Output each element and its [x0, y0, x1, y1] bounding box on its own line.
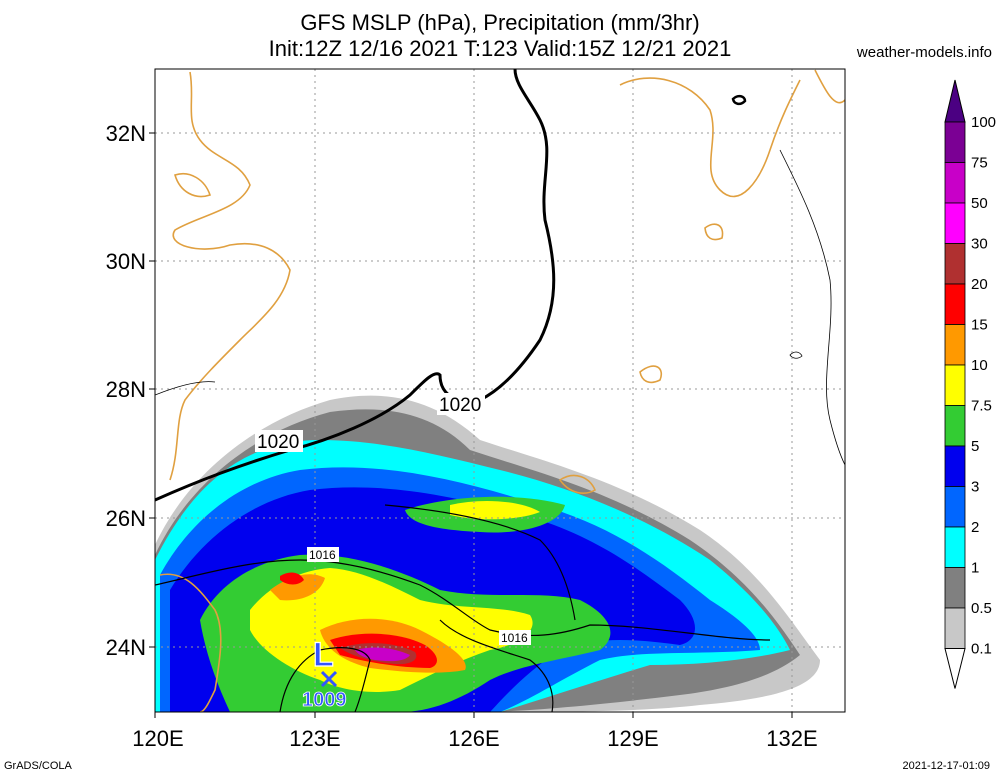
- axis-ticks: [149, 132, 793, 718]
- isobar-label-1016-east: 1016: [501, 631, 528, 645]
- map-area: 1020 1020 1016 1016 L 1009: [155, 69, 845, 712]
- boundaries: [155, 149, 845, 466]
- isobar-1012: [279, 647, 371, 712]
- title-line-1: GFS MSLP (hPa), Precipitation (mm/3hr): [300, 10, 700, 35]
- colorbar-box: [944, 445, 966, 487]
- colorbar-box: [944, 243, 966, 285]
- colorbar-label: 2: [971, 519, 979, 536]
- lat-tick-labels: 32N 30N 28N 26N 24N: [106, 121, 146, 660]
- lon-tick-120e: 120E: [132, 726, 183, 751]
- colorbar-label: 15: [971, 317, 988, 334]
- isobar-label-1020-west: 1020: [257, 432, 299, 453]
- colorbar-box: [944, 567, 966, 609]
- lat-lon-grid: [155, 69, 845, 712]
- isobar-1016: [155, 559, 771, 641]
- coastlines: [159, 69, 845, 712]
- colorbar-box: [944, 283, 966, 325]
- colorbar-label: 10: [971, 357, 988, 374]
- footer-software-credit: GrADS/COLA: [4, 760, 72, 772]
- colorbar-box: [944, 121, 966, 163]
- colorbar: 100 75 50 30 20 15 10 7.5 5 3 2 1 0.5 0.1: [944, 79, 996, 689]
- lat-tick-30n: 30N: [106, 249, 146, 274]
- colorbar-box: [944, 526, 966, 568]
- colorbar-box: [944, 202, 966, 244]
- map-frame: [154, 68, 846, 713]
- colorbar-box: [944, 486, 966, 528]
- precip-shading: [155, 395, 820, 712]
- site-credit: weather-models.info: [856, 44, 992, 61]
- lat-tick-32n: 32N: [106, 121, 146, 146]
- colorbar-label: 0.1: [971, 641, 992, 658]
- colorbar-label: 75: [971, 155, 988, 172]
- colorbar-top-triangle: [944, 79, 966, 123]
- colorbar-box: [944, 607, 966, 649]
- lon-tick-129e: 129E: [607, 726, 658, 751]
- isobar-labels: 1020 1020 1016 1016: [255, 393, 531, 645]
- isobar-label-1020-east: 1020: [439, 395, 481, 416]
- colorbar-label: 1: [971, 560, 979, 577]
- colorbar-bottom-triangle: [944, 648, 966, 689]
- colorbar-label: 3: [971, 479, 979, 496]
- footer-timestamp: 2021-12-17-01:09: [902, 760, 990, 772]
- colorbar-label: 7.5: [971, 398, 992, 415]
- colorbar-box: [944, 324, 966, 366]
- low-value: 1009: [302, 689, 347, 711]
- lon-tick-123e: 123E: [289, 726, 340, 751]
- colorbar-label: 30: [971, 236, 988, 253]
- lat-tick-24n: 24N: [106, 635, 146, 660]
- x-icon: [320, 670, 338, 688]
- colorbar-label: 20: [971, 276, 988, 293]
- lat-tick-28n: 28N: [106, 377, 146, 402]
- isobar-label-1016-west: 1016: [309, 548, 336, 562]
- colorbar-box: [944, 405, 966, 447]
- colorbar-box: [944, 162, 966, 204]
- colorbar-label: 50: [971, 195, 988, 212]
- colorbar-label: 0.5: [971, 600, 992, 617]
- title-line-2: Init:12Z 12/16 2021 T:123 Valid:15Z 12/2…: [268, 36, 732, 61]
- colorbar-label: 100: [971, 114, 996, 131]
- lon-tick-126e: 126E: [448, 726, 499, 751]
- lat-tick-26n: 26N: [106, 506, 146, 531]
- low-symbol: L: [313, 636, 334, 674]
- colorbar-boxes: [944, 79, 966, 689]
- lon-tick-132e: 132E: [766, 726, 817, 751]
- colorbar-labels: 100 75 50 30 20 15 10 7.5 5 3 2 1 0.5 0.1: [971, 114, 996, 658]
- low-pressure-center: L 1009: [302, 635, 347, 711]
- colorbar-label: 5: [971, 438, 979, 455]
- lon-tick-labels: 120E 123E 126E 129E 132E: [132, 726, 817, 751]
- colorbar-box: [944, 364, 966, 406]
